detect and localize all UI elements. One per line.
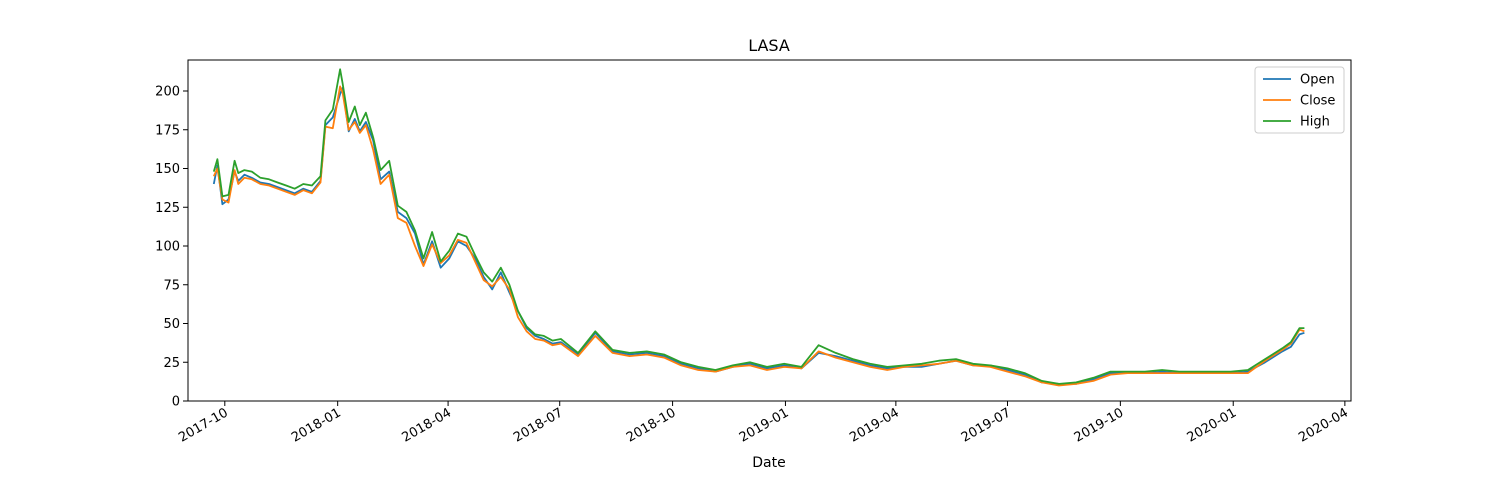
x-tick-label: 2019-07	[959, 405, 1014, 445]
chart-title: LASA	[748, 36, 790, 55]
x-tick-label: 2018-04	[400, 405, 455, 445]
x-tick-label: 2019-04	[847, 405, 902, 445]
y-axis: 0 25 50 75 100 125 150 175 200	[155, 85, 188, 410]
y-tick-label: 50	[163, 317, 180, 332]
series-layer	[212, 68, 1305, 387]
y-tick-label: 200	[155, 85, 180, 100]
legend-label-high: High	[1300, 115, 1330, 130]
y-tick-label: 75	[163, 278, 180, 293]
x-axis: 2017-10 2018-01 2018-04 2018-07 2018-10 2019-…	[176, 401, 1351, 446]
series-line-close	[212, 85, 1305, 387]
y-tick-label: 125	[155, 201, 180, 216]
legend-box	[1254, 66, 1345, 134]
y-tick-label: 100	[155, 240, 180, 255]
legend-label-open: Open	[1300, 73, 1335, 88]
series-line-open	[212, 87, 1305, 385]
y-tick-label: 25	[163, 356, 180, 371]
x-tick-label: 2020-04	[1296, 405, 1351, 445]
x-tick-label: 2017-10	[176, 405, 231, 445]
x-tick-label: 2018-10	[624, 405, 679, 445]
y-tick-label: 0	[172, 395, 180, 410]
x-tick-label: 2020-01	[1185, 405, 1240, 445]
x-tick-label: 2018-07	[511, 405, 566, 445]
y-tick-label: 150	[155, 162, 180, 177]
legend-label-close: Close	[1300, 94, 1335, 109]
x-tick-label: 2019-10	[1072, 405, 1127, 445]
series-line-high	[212, 68, 1305, 385]
plot-frame	[187, 59, 1352, 402]
legend: Open Close High	[1254, 66, 1345, 134]
x-axis-title: Date	[752, 455, 785, 471]
y-tick-label: 175	[155, 123, 180, 138]
x-tick-label: 2019-01	[737, 405, 792, 445]
x-tick-label: 2018-01	[289, 405, 344, 445]
